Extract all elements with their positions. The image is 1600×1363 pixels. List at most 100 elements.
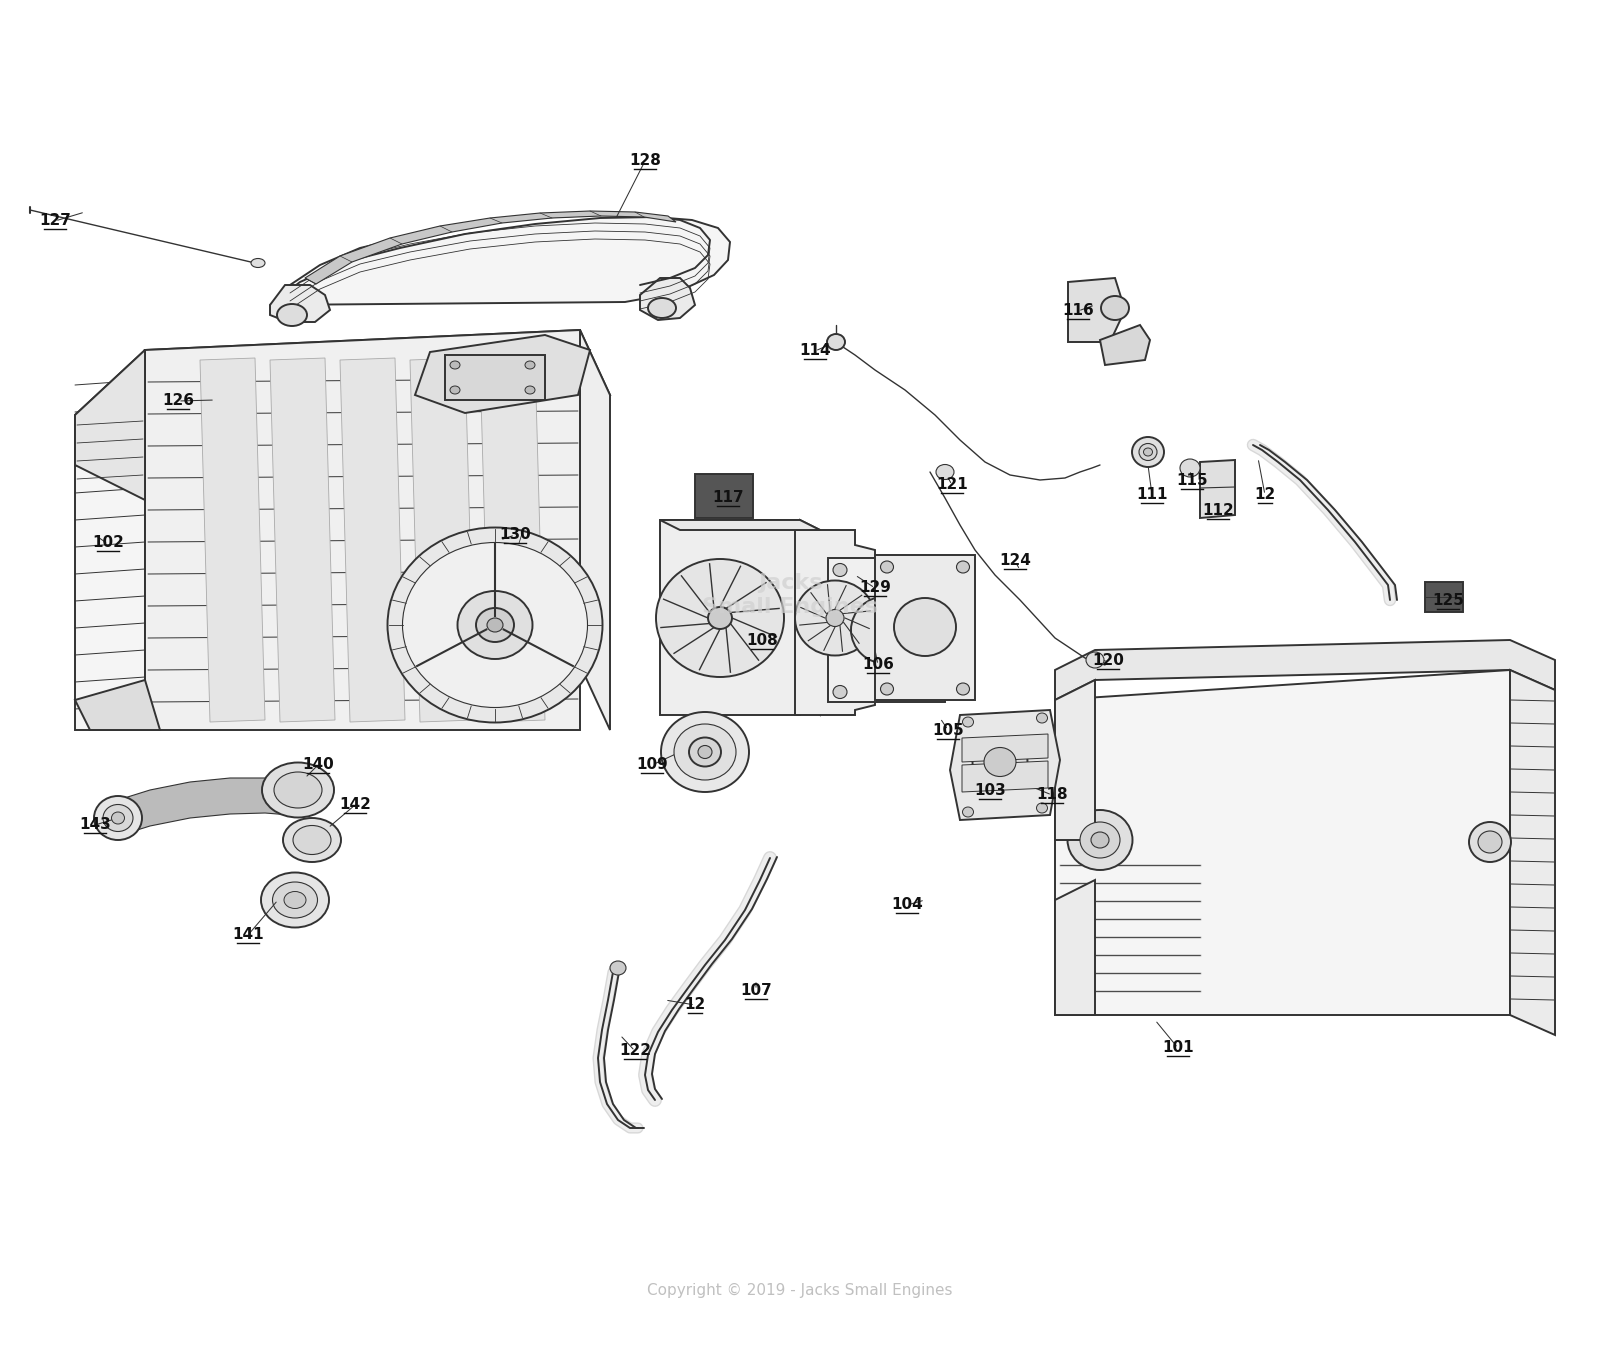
Ellipse shape: [1037, 803, 1048, 812]
Polygon shape: [75, 350, 146, 500]
Text: Copyright © 2019 - Jacks Small Engines: Copyright © 2019 - Jacks Small Engines: [648, 1283, 952, 1298]
Ellipse shape: [610, 961, 626, 975]
Ellipse shape: [458, 592, 533, 658]
Ellipse shape: [795, 581, 875, 656]
Ellipse shape: [450, 386, 461, 394]
Polygon shape: [270, 217, 730, 305]
Ellipse shape: [984, 747, 1016, 777]
Polygon shape: [75, 350, 146, 731]
Polygon shape: [1200, 459, 1235, 518]
Text: 129: 129: [859, 581, 891, 596]
Ellipse shape: [251, 259, 266, 267]
Text: 116: 116: [1062, 303, 1094, 318]
Text: 112: 112: [1202, 503, 1234, 518]
Text: 118: 118: [1037, 786, 1067, 801]
Ellipse shape: [826, 609, 845, 627]
Polygon shape: [581, 330, 610, 731]
Ellipse shape: [926, 563, 941, 577]
Ellipse shape: [894, 598, 957, 656]
Text: 111: 111: [1136, 487, 1168, 502]
Ellipse shape: [851, 596, 923, 664]
Text: 127: 127: [38, 213, 70, 228]
Polygon shape: [480, 358, 546, 722]
Ellipse shape: [880, 562, 893, 572]
Text: 122: 122: [619, 1043, 651, 1058]
Ellipse shape: [486, 617, 502, 632]
Ellipse shape: [973, 737, 1027, 786]
Text: 114: 114: [798, 343, 830, 358]
Polygon shape: [410, 358, 475, 722]
Text: 142: 142: [339, 797, 371, 812]
Text: 108: 108: [746, 632, 778, 647]
Text: 105: 105: [933, 722, 963, 737]
Text: 12: 12: [685, 996, 706, 1011]
Text: 143: 143: [78, 816, 110, 831]
Polygon shape: [962, 761, 1048, 792]
Ellipse shape: [277, 304, 307, 326]
Polygon shape: [1069, 278, 1125, 342]
Ellipse shape: [674, 724, 736, 780]
Ellipse shape: [709, 607, 733, 628]
Ellipse shape: [648, 298, 677, 318]
Polygon shape: [118, 778, 290, 836]
Ellipse shape: [880, 683, 893, 695]
Polygon shape: [270, 358, 334, 722]
Ellipse shape: [1091, 831, 1109, 848]
Ellipse shape: [957, 562, 970, 572]
Bar: [661, 521, 800, 716]
Text: 140: 140: [302, 756, 334, 771]
Ellipse shape: [1133, 438, 1165, 468]
Polygon shape: [1054, 680, 1094, 840]
Text: 117: 117: [712, 491, 744, 506]
Polygon shape: [1054, 880, 1094, 1015]
Ellipse shape: [102, 804, 133, 831]
Ellipse shape: [262, 762, 334, 818]
Ellipse shape: [1037, 713, 1048, 722]
Polygon shape: [661, 521, 821, 530]
Polygon shape: [306, 211, 677, 284]
Ellipse shape: [1067, 810, 1133, 870]
Polygon shape: [1054, 641, 1555, 701]
Text: 109: 109: [637, 756, 667, 771]
Ellipse shape: [283, 818, 341, 861]
Ellipse shape: [690, 737, 722, 766]
Text: 12: 12: [1254, 487, 1275, 502]
Ellipse shape: [827, 334, 845, 350]
Ellipse shape: [1144, 448, 1152, 457]
Polygon shape: [146, 330, 610, 414]
Text: 120: 120: [1093, 653, 1123, 668]
Ellipse shape: [1080, 822, 1120, 857]
Ellipse shape: [525, 386, 534, 394]
Polygon shape: [640, 278, 694, 320]
Ellipse shape: [94, 796, 142, 840]
Ellipse shape: [963, 807, 973, 816]
Ellipse shape: [477, 608, 514, 642]
Text: 103: 103: [974, 782, 1006, 797]
Text: Jacks
Small Engines: Jacks Small Engines: [702, 574, 878, 616]
Polygon shape: [1510, 671, 1555, 1035]
Ellipse shape: [698, 746, 712, 758]
Ellipse shape: [661, 711, 749, 792]
Ellipse shape: [1478, 831, 1502, 853]
Text: 121: 121: [936, 477, 968, 492]
Polygon shape: [950, 710, 1059, 821]
Ellipse shape: [1101, 296, 1130, 320]
Bar: [694, 474, 754, 518]
Ellipse shape: [656, 559, 784, 677]
Polygon shape: [270, 285, 330, 322]
Ellipse shape: [1086, 652, 1104, 668]
Polygon shape: [414, 335, 590, 413]
Polygon shape: [795, 530, 875, 716]
Text: 106: 106: [862, 657, 894, 672]
Ellipse shape: [926, 686, 941, 698]
Ellipse shape: [112, 812, 125, 825]
Text: 107: 107: [741, 983, 771, 998]
Ellipse shape: [387, 527, 603, 722]
Ellipse shape: [525, 361, 534, 369]
Ellipse shape: [834, 686, 846, 698]
Text: 141: 141: [232, 927, 264, 942]
Ellipse shape: [1181, 459, 1200, 477]
Ellipse shape: [450, 361, 461, 369]
Ellipse shape: [963, 717, 973, 726]
Bar: [1426, 582, 1462, 612]
